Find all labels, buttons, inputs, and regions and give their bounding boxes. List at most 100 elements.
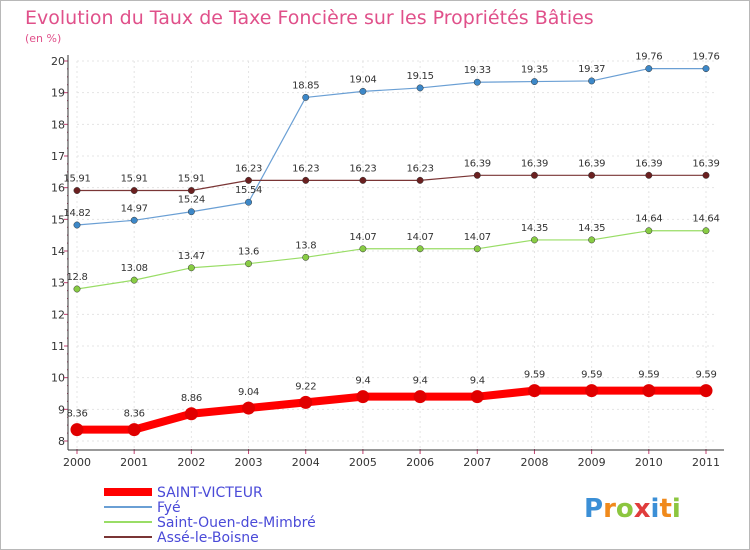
logo-letter: x — [634, 494, 651, 524]
data-label: 19.76 — [692, 52, 719, 63]
x-tick-label: 2003 — [235, 456, 263, 469]
data-point — [702, 65, 710, 73]
data-point — [245, 260, 252, 268]
data-label: 14.64 — [635, 214, 662, 225]
data-point — [702, 171, 710, 179]
data-point — [642, 384, 656, 398]
series-ass-le-boisne: 15.91 15.91 15.91 16.23 16.23 16.23 16.23 16.39… — [63, 158, 720, 194]
data-label: 15.91 — [178, 174, 205, 185]
data-label: 15.24 — [178, 195, 205, 206]
data-label: 19.04 — [349, 74, 376, 85]
data-label: 9.4 — [470, 376, 485, 387]
data-point — [588, 77, 596, 85]
data-point — [531, 171, 538, 179]
y-tick-label: 10 — [51, 372, 65, 385]
data-point — [130, 216, 138, 224]
data-point — [473, 78, 481, 86]
data-label: 13.8 — [295, 240, 316, 251]
data-label: 15.54 — [235, 185, 262, 196]
data-label: 16.39 — [464, 158, 491, 169]
logo-letter: i — [651, 494, 660, 524]
x-tick-label: 2010 — [635, 456, 663, 469]
data-label: 19.35 — [521, 65, 548, 76]
data-point — [416, 84, 424, 92]
data-label: 16.23 — [349, 163, 376, 174]
data-point — [416, 245, 424, 253]
data-point — [245, 198, 252, 206]
x-tick-label: 2002 — [177, 456, 205, 469]
data-point — [70, 423, 84, 437]
series-line — [76, 67, 706, 226]
data-label: 12.8 — [66, 272, 87, 283]
data-label: 14.07 — [464, 232, 491, 243]
y-tick-label: 14 — [51, 245, 65, 258]
data-label: 13.47 — [178, 251, 205, 262]
legend: SAINT-VICTEURFyéSaint-Ouen-de-MimbréAssé… — [104, 485, 316, 546]
data-point — [473, 245, 481, 253]
series: 14.82 14.97 15.24 15.54 18.85 19.04 19.15 19.33… — [63, 52, 720, 437]
y-tick-label: 17 — [51, 150, 65, 163]
data-label: 8.86 — [181, 393, 202, 404]
chart-title: Evolution du Taux de Taxe Foncière sur l… — [25, 7, 594, 29]
data-point — [356, 390, 370, 404]
data-label: 14.82 — [63, 208, 90, 219]
series-line — [77, 386, 706, 434]
data-label: 16.39 — [692, 158, 719, 169]
data-label: 9.22 — [295, 381, 316, 392]
data-label: 9.4 — [413, 376, 428, 387]
data-point — [531, 236, 538, 244]
x-tick-label: 2005 — [349, 456, 377, 469]
legend-label: Assé-le-Boisne — [157, 530, 259, 546]
logo-letter: o — [616, 494, 634, 524]
data-label: 14.97 — [121, 203, 148, 214]
legend-label: SAINT-VICTEUR — [157, 485, 263, 501]
data-label: 14.64 — [692, 214, 719, 225]
data-label: 16.23 — [407, 163, 434, 174]
data-point — [470, 390, 484, 404]
axes: 8 9 10 11 12 13 14 15 16 17 18 19 20 2000 2001 2002 2003… — [51, 55, 724, 469]
data-point — [299, 395, 313, 409]
data-point — [699, 384, 713, 398]
data-point — [187, 208, 195, 216]
legend-label: Saint-Ouen-de-Mimbré — [157, 515, 316, 531]
x-tick-label: 2006 — [406, 456, 434, 469]
series-line — [77, 174, 706, 192]
x-tick-label: 2004 — [292, 456, 320, 469]
data-point — [245, 176, 252, 184]
data-label: 16.39 — [521, 158, 548, 169]
y-tick-label: 11 — [51, 340, 65, 353]
data-point — [413, 390, 427, 404]
data-point — [187, 187, 195, 194]
x-tick-label: 2007 — [463, 456, 491, 469]
data-label: 14.07 — [349, 232, 376, 243]
data-point — [416, 176, 424, 184]
data-point — [184, 407, 198, 421]
data-point — [73, 187, 81, 194]
x-tick-label: 2008 — [520, 456, 548, 469]
data-point — [73, 221, 81, 229]
data-point — [645, 171, 653, 179]
data-label: 16.23 — [235, 163, 262, 174]
data-label: 8.36 — [124, 409, 145, 420]
data-label: 14.35 — [578, 223, 605, 234]
data-point — [702, 227, 710, 235]
series-saint-victeur: 8.36 8.36 8.86 9.04 9.22 9.4 9.4 9.4 9.59 9.59 9.5… — [66, 370, 717, 437]
data-point — [531, 78, 538, 86]
y-tick-label: 8 — [58, 435, 65, 448]
data-point — [588, 236, 596, 244]
data-label: 19.33 — [464, 65, 491, 76]
data-point — [302, 176, 310, 184]
legend-label: Fyé — [157, 500, 181, 516]
y-tick-label: 15 — [51, 213, 65, 226]
data-label: 13.6 — [238, 247, 259, 258]
data-label: 8.36 — [66, 409, 87, 420]
data-point — [302, 253, 310, 261]
logo-letter: t — [659, 494, 671, 524]
data-point — [585, 384, 599, 398]
data-label: 14.07 — [407, 232, 434, 243]
data-point — [127, 423, 141, 437]
y-tick-label: 12 — [51, 308, 65, 321]
data-point — [359, 87, 367, 95]
